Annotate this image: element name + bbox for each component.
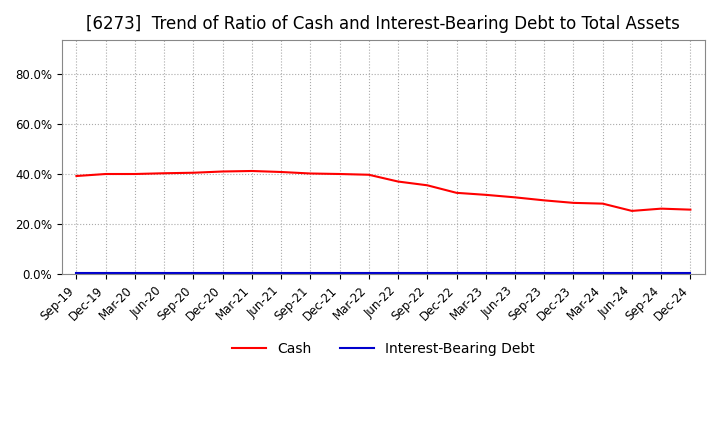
Interest-Bearing Debt [364,271,373,276]
Cash [160,171,168,176]
Interest-Bearing Debt [102,271,110,276]
Interest-Bearing Debt [248,271,256,276]
Cash [598,201,607,206]
Line: Cash: Cash [76,171,690,211]
Interest-Bearing Debt [569,271,577,276]
Interest-Bearing Debt [423,271,431,276]
Title: [6273]  Trend of Ratio of Cash and Interest-Bearing Debt to Total Assets: [6273] Trend of Ratio of Cash and Intere… [86,15,680,33]
Cash [248,169,256,174]
Cash [364,172,373,177]
Interest-Bearing Debt [598,271,607,276]
Cash [510,195,519,200]
Interest-Bearing Debt [276,271,285,276]
Cash [628,208,636,213]
Cash [569,200,577,205]
Cash [72,173,81,179]
Cash [189,170,198,176]
Interest-Bearing Debt [189,271,198,276]
Cash [657,206,665,211]
Interest-Bearing Debt [218,271,227,276]
Interest-Bearing Debt [72,271,81,276]
Interest-Bearing Debt [628,271,636,276]
Legend: Cash, Interest-Bearing Debt: Cash, Interest-Bearing Debt [226,336,541,361]
Cash [540,198,549,203]
Cash [336,171,344,176]
Interest-Bearing Debt [657,271,665,276]
Cash [102,171,110,176]
Interest-Bearing Debt [394,271,402,276]
Interest-Bearing Debt [540,271,549,276]
Cash [306,171,315,176]
Cash [423,183,431,188]
Cash [276,169,285,175]
Interest-Bearing Debt [686,271,695,276]
Cash [394,179,402,184]
Cash [218,169,227,174]
Cash [130,171,139,176]
Interest-Bearing Debt [130,271,139,276]
Interest-Bearing Debt [336,271,344,276]
Interest-Bearing Debt [306,271,315,276]
Cash [452,190,461,195]
Interest-Bearing Debt [160,271,168,276]
Cash [686,207,695,212]
Interest-Bearing Debt [482,271,490,276]
Interest-Bearing Debt [510,271,519,276]
Cash [482,192,490,198]
Interest-Bearing Debt [452,271,461,276]
